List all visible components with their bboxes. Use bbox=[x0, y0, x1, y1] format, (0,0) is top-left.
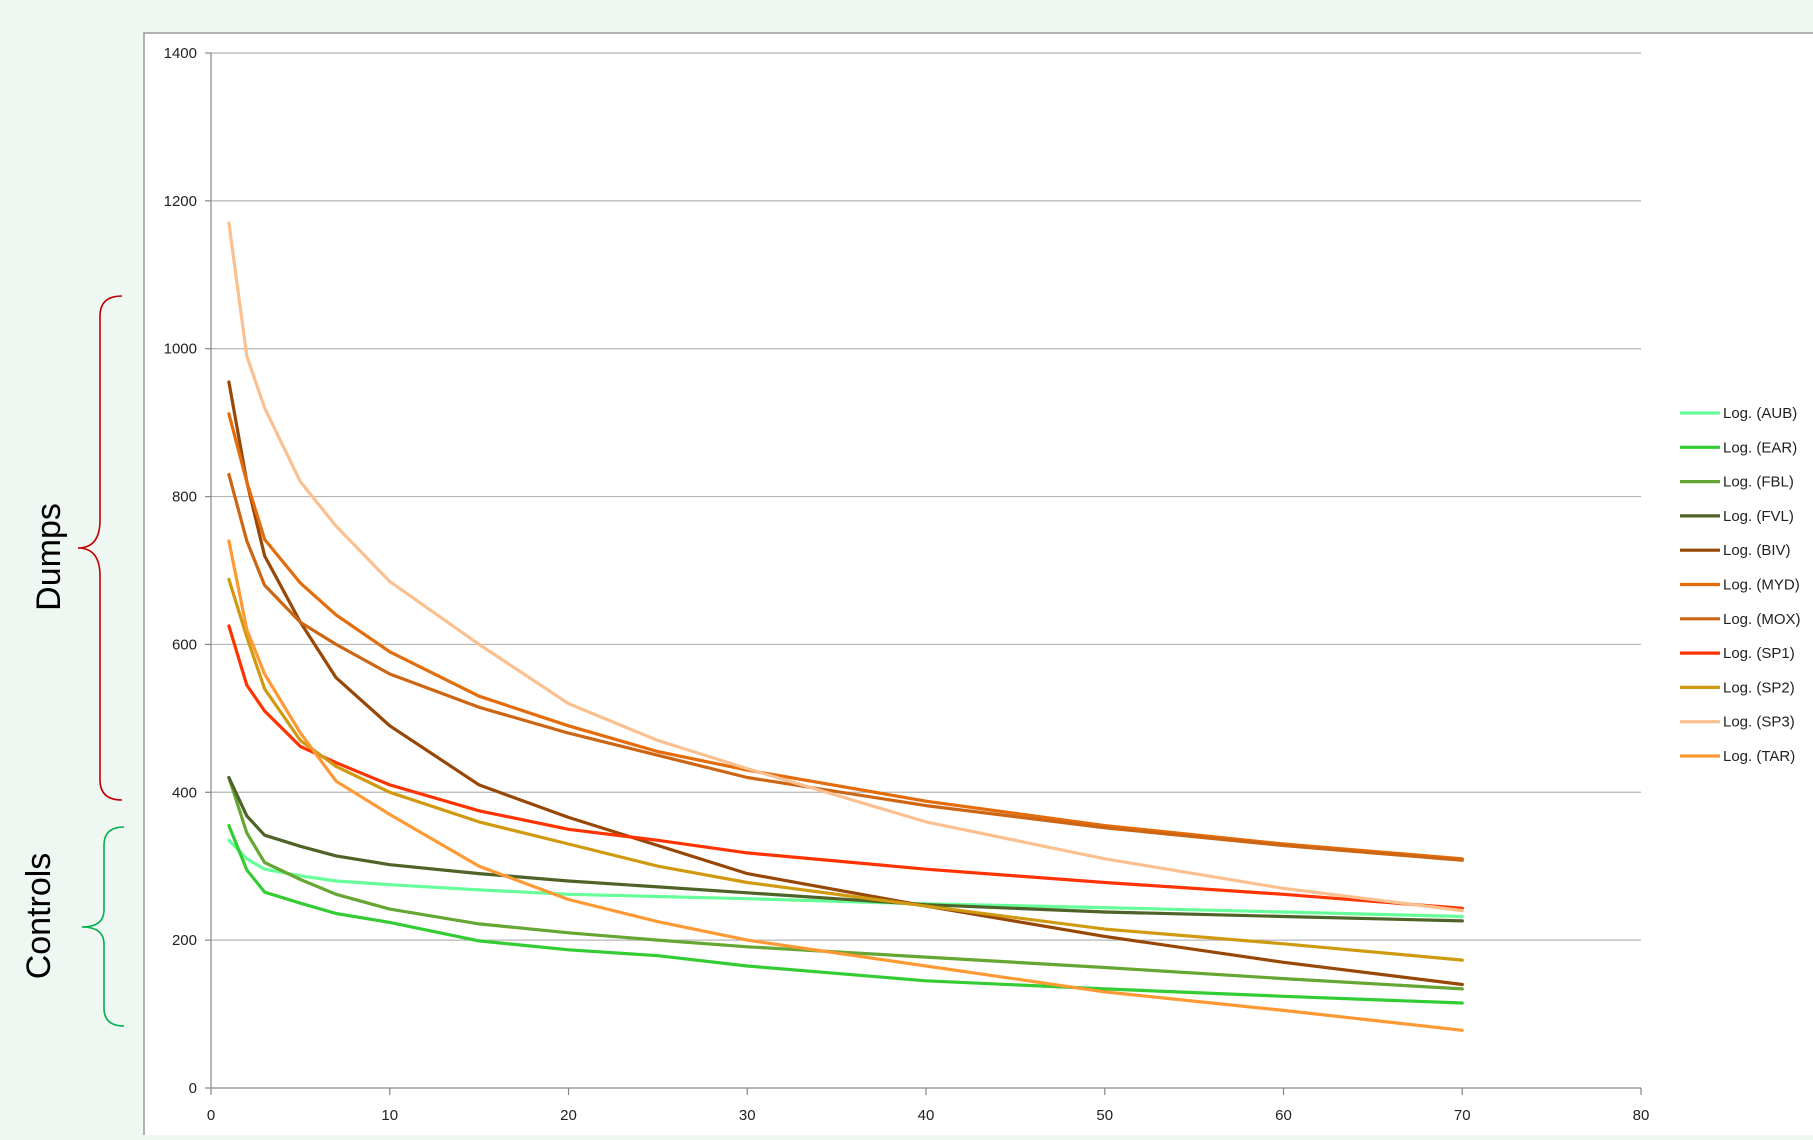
dumps-label: Dumps bbox=[30, 503, 68, 611]
series-line-log-sp1 bbox=[227, 624, 1464, 910]
y-tick-label: 1400 bbox=[164, 45, 197, 62]
x-tick-label: 70 bbox=[1454, 1107, 1471, 1124]
legend-label-log-biv: Log. (BIV) bbox=[1723, 542, 1791, 559]
dumps-brace bbox=[77, 295, 123, 801]
series-line-log-biv bbox=[227, 380, 1464, 987]
series-line-log-mox bbox=[227, 472, 1464, 862]
y-tick-label: 800 bbox=[172, 489, 197, 506]
series-line-log-fbl bbox=[227, 775, 1464, 991]
legend-label-log-aub: Log. (AUB) bbox=[1723, 405, 1797, 422]
x-tick-label: 0 bbox=[207, 1107, 215, 1124]
legend-label-log-mox: Log. (MOX) bbox=[1723, 611, 1801, 628]
legend-label-log-tar: Log. (TAR) bbox=[1723, 748, 1795, 765]
x-tick-label: 10 bbox=[381, 1107, 398, 1124]
legend-label-log-ear: Log. (EAR) bbox=[1723, 439, 1797, 456]
legend-label-log-myd: Log. (MYD) bbox=[1723, 577, 1800, 594]
series-line-log-tar bbox=[227, 539, 1464, 1032]
y-tick-label: 1000 bbox=[164, 341, 197, 358]
y-tick-label: 0 bbox=[189, 1080, 197, 1097]
y-tick-label: 1200 bbox=[164, 193, 197, 210]
x-tick-label: 60 bbox=[1275, 1107, 1292, 1124]
controls-label: Controls bbox=[20, 853, 58, 980]
series-line-log-sp2 bbox=[227, 577, 1464, 962]
series-line-log-aub bbox=[227, 838, 1464, 919]
x-tick-label: 30 bbox=[739, 1107, 756, 1124]
legend-label-log-sp2: Log. (SP2) bbox=[1723, 679, 1795, 696]
legend-label-log-sp1: Log. (SP1) bbox=[1723, 645, 1795, 662]
series-line-log-sp3 bbox=[227, 221, 1464, 913]
controls-annotation: Controls bbox=[20, 826, 125, 1027]
x-tick-label: 50 bbox=[1096, 1107, 1113, 1124]
axes: 0 200 400 600 800 1000 1200 1400 0 10 20 30 40 50 60 70… bbox=[164, 45, 1650, 1124]
x-tick-label: 20 bbox=[560, 1107, 577, 1124]
y-tick-label: 600 bbox=[172, 636, 197, 653]
controls-brace bbox=[81, 826, 125, 1027]
x-tick-label: 40 bbox=[918, 1107, 935, 1124]
gridlines bbox=[211, 52, 1641, 941]
legend: Log. (AUB) Log. (EAR) Log. (FBL) Log. (FVL)… bbox=[1680, 405, 1801, 765]
series-lines bbox=[227, 221, 1464, 1032]
dumps-annotation: Dumps bbox=[30, 295, 123, 801]
plot-frame bbox=[143, 32, 1813, 1140]
legend-label-log-fvl: Log. (FVL) bbox=[1723, 508, 1794, 525]
legend-label-log-fbl: Log. (FBL) bbox=[1723, 474, 1794, 491]
legend-label-log-sp3: Log. (SP3) bbox=[1723, 714, 1795, 731]
x-tick-label: 80 bbox=[1633, 1107, 1650, 1124]
y-tick-label: 400 bbox=[172, 784, 197, 801]
series-line-log-myd bbox=[227, 412, 1464, 861]
y-tick-label: 200 bbox=[172, 932, 197, 949]
series-line-log-fvl bbox=[227, 775, 1464, 923]
